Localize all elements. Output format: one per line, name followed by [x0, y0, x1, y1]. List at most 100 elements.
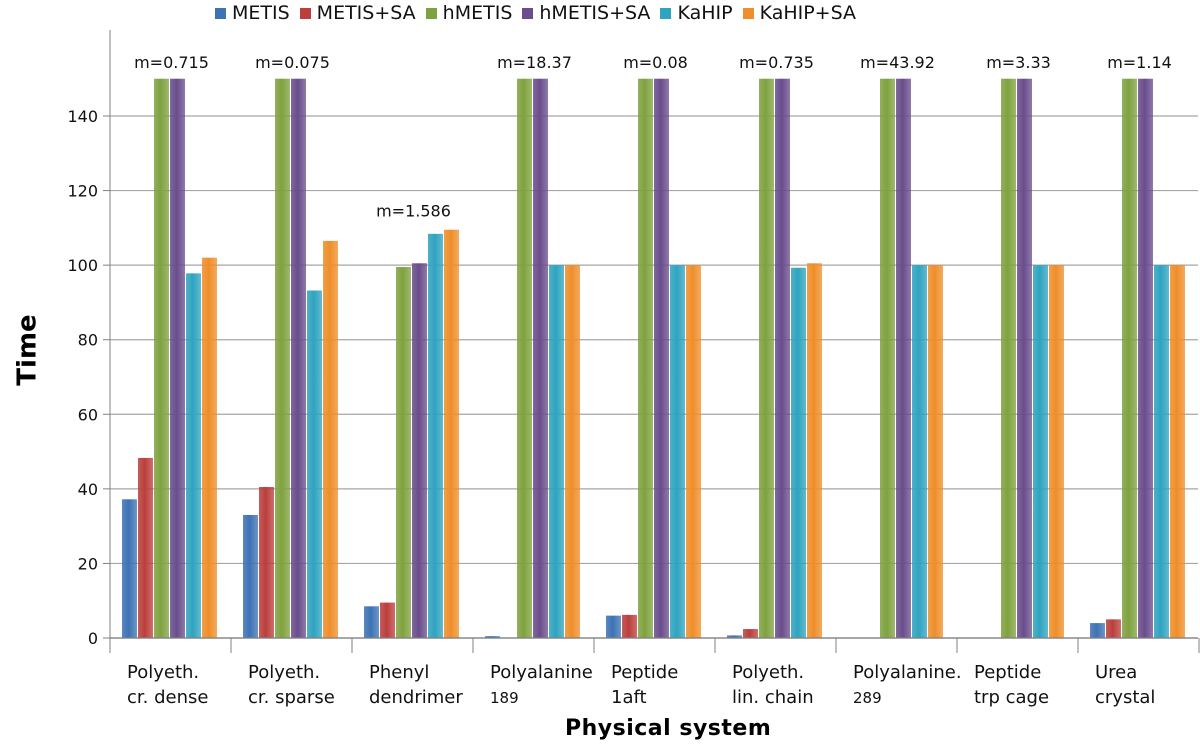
bar-hmetis — [1001, 78, 1016, 638]
x-tick-label: Polyalanine. — [853, 662, 962, 683]
legend-swatch — [522, 7, 534, 19]
bar-kahip-plus-sa — [686, 265, 701, 638]
bar-hmetis — [1122, 78, 1137, 638]
bar-kahip — [307, 290, 322, 638]
bar-metis-plus-sa — [1106, 619, 1121, 638]
bar-metis — [364, 606, 379, 638]
legend-item: METIS+SA — [299, 2, 416, 24]
bar-hmetis — [517, 78, 532, 638]
x-tick-label: Peptide — [974, 662, 1041, 683]
bar-kahip-plus-sa — [1170, 265, 1185, 638]
legend-item: KaHIP — [660, 2, 733, 24]
legend-item: hMETIS — [425, 2, 513, 24]
x-tick-label: Peptide — [611, 662, 678, 683]
annotation-label: m=43.92 — [860, 53, 935, 72]
bar-kahip — [186, 273, 201, 638]
annotation-label: m=0.735 — [739, 53, 814, 72]
legend-label: hMETIS — [442, 2, 513, 24]
bar-kahip — [428, 233, 443, 638]
bar-metis-plus-sa — [138, 457, 153, 638]
y-tick-label: 140 — [67, 107, 98, 126]
x-tick-label: crystal — [1095, 687, 1155, 708]
legend-label: hMETIS+SA — [539, 2, 651, 24]
x-tick-label: Polyalanine — [490, 662, 593, 683]
bar-hmetis-plus-sa — [533, 78, 548, 638]
legend-swatch — [425, 7, 437, 19]
x-axis-title: Physical system — [565, 716, 772, 741]
annotation-label: m=1.586 — [376, 202, 451, 221]
bar-hmetis-plus-sa — [412, 263, 427, 638]
bar-kahip-plus-sa — [565, 265, 580, 638]
bar-metis-plus-sa — [743, 629, 758, 638]
bar-kahip — [1033, 265, 1048, 638]
bar-kahip — [670, 265, 685, 638]
bar-hmetis-plus-sa — [291, 78, 306, 638]
bar-metis — [727, 635, 742, 638]
bar-kahip-plus-sa — [444, 229, 459, 638]
bar-metis-plus-sa — [380, 602, 395, 638]
x-tick-label: 289 — [853, 689, 882, 707]
legend-swatch — [660, 7, 672, 19]
x-tick-label: Polyeth. — [127, 662, 199, 683]
bar-metis — [122, 499, 137, 638]
annotation-label: m=1.14 — [1107, 53, 1172, 72]
bar-hmetis-plus-sa — [654, 78, 669, 638]
legend: METIS METIS+SA hMETIS hMETIS+SA KaHIP KaHIP+S… — [215, 0, 866, 26]
bar-metis — [243, 514, 258, 638]
bar-hmetis — [396, 267, 411, 638]
x-tick-label: cr. dense — [127, 687, 208, 708]
x-tick-label: Urea — [1095, 662, 1137, 683]
bar-hmetis-plus-sa — [170, 78, 185, 638]
annotation-label: m=18.37 — [497, 53, 572, 72]
bar-metis — [1090, 623, 1105, 638]
legend-item: METIS — [215, 2, 290, 24]
legend-item: hMETIS+SA — [522, 2, 650, 24]
x-tick-label: trp cage — [974, 687, 1049, 708]
x-tick-label: lin. chain — [732, 687, 814, 708]
x-tick-label: 189 — [490, 689, 519, 707]
legend-label: KaHIP+SA — [759, 2, 857, 24]
y-tick-label: 100 — [67, 256, 98, 275]
annotation-label: m=3.33 — [986, 53, 1051, 72]
legend-swatch — [215, 7, 226, 19]
y-tick-label: 120 — [67, 182, 98, 201]
bar-metis — [485, 636, 500, 638]
x-tick-label: cr. sparse — [248, 687, 335, 708]
y-tick-label: 0 — [88, 629, 98, 648]
y-tick-label: 40 — [78, 480, 98, 499]
legend-swatch — [742, 7, 754, 19]
bar-kahip — [912, 265, 927, 638]
bar-kahip — [791, 267, 806, 638]
x-tick-label: dendrimer — [369, 687, 463, 708]
bar-hmetis-plus-sa — [1138, 78, 1153, 638]
bar-hmetis — [638, 78, 653, 638]
bar-kahip-plus-sa — [202, 257, 217, 638]
legend-label: METIS+SA — [316, 2, 416, 24]
x-tick-label: Polyeth. — [732, 662, 804, 683]
x-tick-label: 1aft — [611, 687, 647, 708]
bar-kahip-plus-sa — [323, 240, 338, 638]
annotation-label: m=0.075 — [255, 53, 330, 72]
bar-kahip-plus-sa — [807, 263, 822, 638]
bar-metis-plus-sa — [622, 614, 637, 638]
x-tick-label: Polyeth. — [248, 662, 320, 683]
bar-metis-plus-sa — [259, 486, 274, 638]
bar-hmetis-plus-sa — [896, 78, 911, 638]
bar-hmetis — [275, 78, 290, 638]
bar-hmetis-plus-sa — [775, 78, 790, 638]
legend-item: KaHIP+SA — [742, 2, 857, 24]
bar-hmetis-plus-sa — [1017, 78, 1032, 638]
bar-hmetis — [154, 78, 169, 638]
legend-swatch — [299, 7, 311, 19]
y-axis-title: Time — [12, 314, 43, 386]
y-tick-label: 80 — [78, 331, 98, 350]
bar-kahip-plus-sa — [928, 265, 943, 638]
bar-kahip — [1154, 265, 1169, 638]
annotation-label: m=0.715 — [134, 53, 209, 72]
bar-kahip-plus-sa — [1049, 265, 1064, 638]
bar-hmetis — [880, 78, 895, 638]
bar-metis — [606, 615, 621, 638]
bar-kahip — [549, 265, 564, 638]
legend-label: METIS — [232, 2, 290, 24]
